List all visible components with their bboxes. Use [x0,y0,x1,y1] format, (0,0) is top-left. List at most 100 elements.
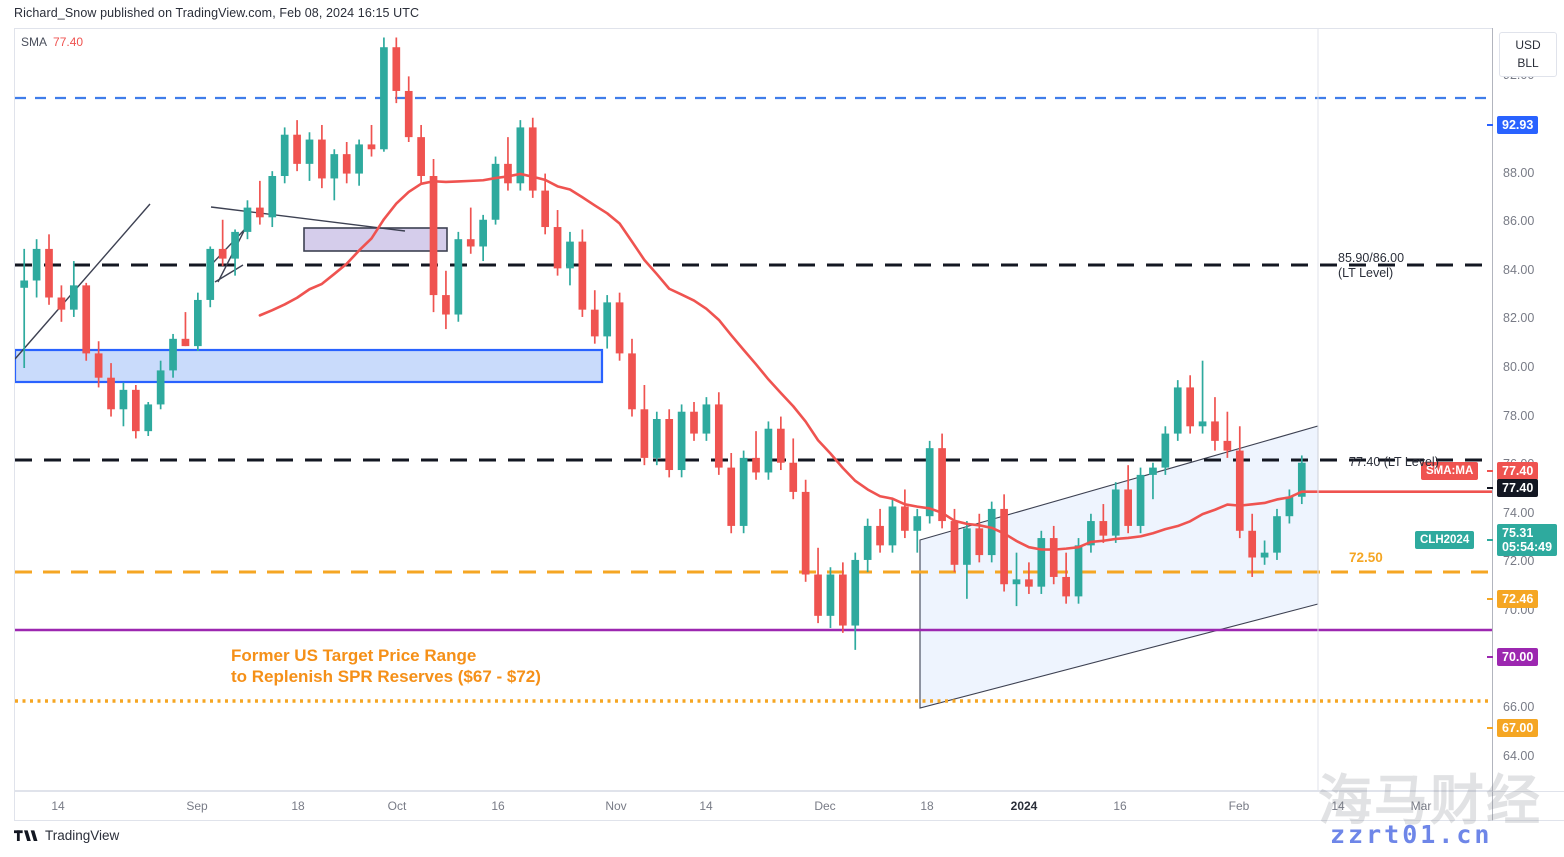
candle-body [1136,474,1145,526]
time-tick-sep: Sep [186,799,208,813]
candle-body [181,338,190,347]
candle-body [1025,579,1033,587]
support-72-axis-marker [1487,598,1493,600]
candle-body [1235,450,1244,531]
time-tick-mar: Mar [1410,799,1432,813]
candle-body [814,574,822,616]
watermark-url: zzrt01.cn [1330,820,1493,849]
chart-legend[interactable]: SMA 77.40 [21,35,83,49]
candle-body [603,302,612,337]
candle-body [528,127,537,191]
time-tick-dec: Dec [814,799,836,813]
candle-body [1087,521,1095,546]
candle-body [1062,576,1070,597]
price-tick-64-00: 64.00 [1503,748,1535,763]
candle-body [1099,521,1108,536]
symbol-tag-countdown: 05:54:49 [1502,540,1553,554]
price-tick-78-00: 78.00 [1503,408,1535,423]
candle-body [1161,433,1170,468]
time-tick-14: 14 [699,799,713,813]
candle-body [826,574,835,616]
currency-selector[interactable]: USD BLL [1499,32,1557,77]
footer-brand[interactable]: TradingView [14,828,119,843]
candle-body [479,219,487,247]
candle-body [578,241,587,310]
annotation-86-level: 85.90/86.00 (LT Level) [1338,251,1404,281]
price-axis[interactable]: USD BLL 92.0090.0088.0086.0084.0082.0080… [1415,28,1564,791]
candle-body [169,338,177,371]
candle-body [1074,545,1083,597]
candle-body [491,163,500,220]
last-price-badge: 77.40 [1497,479,1539,497]
tradingview-wordmark: TradingView [45,828,120,843]
sma-tag-badge: 77.40 [1497,462,1539,480]
candle-body [1285,496,1294,517]
support-67-badge: 67.00 [1497,719,1539,737]
time-tick-16: 16 [491,799,505,813]
candle-body [628,353,636,410]
candle-body [32,248,41,281]
candle-body [727,467,736,526]
candle-body [938,448,946,522]
tradingview-logo-icon [14,829,38,841]
time-tick-nov: Nov [605,799,627,813]
candle-body [913,516,922,531]
candle-body [975,528,984,556]
ascending-channel-zone [919,425,1319,709]
candle-body [404,90,413,138]
candle-body [1198,421,1207,427]
time-tick-2024: 2024 [1010,799,1038,813]
time-tick-14: 14 [51,799,65,813]
high-marker-badge: 92.93 [1497,116,1539,134]
price-tick-82-00: 82.00 [1503,311,1535,326]
sma-line [258,172,1492,551]
candle-body [293,134,301,164]
candle-body [714,404,723,468]
candle-body [392,47,401,91]
candle-body [268,176,277,218]
candle-body [963,528,971,565]
candle-body [504,163,512,184]
annotation-spr-note: Former US Target Price Range to Replenis… [231,645,541,687]
candle-body [330,154,339,179]
candle-body [144,404,153,432]
symbol-tag-axis-marker [1487,539,1493,541]
candlestick-series [20,37,1306,650]
time-axis[interactable]: 14 Sep 18 Oct 16 Nov 14 Dec 18 2024 16 Feb 14 Mar [14,791,1492,821]
candle-body [367,144,376,150]
support-zone-blue [15,348,604,384]
plot-area[interactable] [15,29,1492,790]
candle-body [82,285,91,354]
candle-body [516,127,525,184]
chart-pane[interactable]: SMA 77.40 85.90/86.00 (LT Level) 77.40 (L… [14,28,1492,791]
annotation-77-level: 77.40 (LT Level) [1349,455,1439,469]
candle-body [1211,421,1219,441]
time-tick-14: 14 [1331,799,1345,813]
candle-body [640,409,649,458]
candle-body [206,248,215,300]
sma-tag-axis-marker [1487,470,1493,472]
candle-body [553,227,562,269]
symbol-tag-value: 75.31 [1502,526,1534,540]
publisher-line: Richard_Snow published on TradingView.co… [14,6,420,20]
annotation-86-line2: (LT Level) [1338,266,1394,280]
price-tick-86-00: 86.00 [1503,214,1535,229]
spr-note-line2: to Replenish SPR Reserves ($67 - $72) [231,667,541,686]
candle-body [1124,489,1132,526]
time-tick-18: 18 [291,799,305,813]
trendline-wedge-upper [210,206,406,232]
candle-body [355,144,363,174]
candle-body [702,404,711,434]
symbol-tag-badge: 75.31 05:54:49 [1497,524,1558,556]
support-72-badge: 72.46 [1497,590,1539,608]
candle-body [1223,440,1232,451]
time-tick-18: 18 [920,799,934,813]
candle-body [690,411,698,434]
candle-body [888,506,897,546]
candle-body [839,574,847,626]
candle-body [417,137,425,177]
candle-body [950,521,959,565]
candle-body [218,248,227,259]
candle-body [590,309,599,337]
time-tick-16: 16 [1113,799,1127,813]
